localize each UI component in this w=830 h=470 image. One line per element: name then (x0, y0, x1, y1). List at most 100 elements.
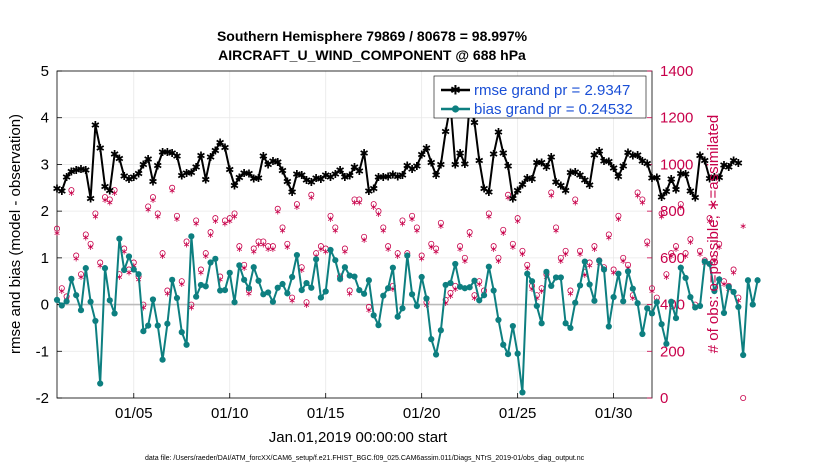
obs-assimilated-marker: ∗ (365, 305, 373, 315)
obs-possible-marker (164, 287, 171, 294)
obs-possible-marker (284, 240, 291, 247)
rmse-point: ✱ (513, 186, 522, 198)
bias-point (53, 296, 61, 303)
obs-assimilated-marker: ∗ (351, 197, 359, 207)
rmse-point: ✱ (96, 143, 105, 155)
obs-assimilated-marker: ∗ (639, 197, 647, 207)
obs-possible-marker (97, 259, 104, 266)
rmse-point: ✱ (312, 173, 321, 185)
rmse-point: ✱ (460, 159, 469, 171)
obs-assimilated-marker: ∗ (394, 251, 402, 261)
bias-point (241, 276, 248, 283)
bias-point (538, 320, 545, 327)
obs-possible-marker (365, 303, 372, 310)
obs-possible-marker (548, 189, 555, 196)
obs-assimilated-marker: ∗ (82, 232, 90, 242)
bias-point (125, 253, 133, 260)
obs-assimilated-marker: ∗ (730, 267, 738, 277)
obs-assimilated-marker: ∗ (327, 214, 335, 224)
obs-possible-marker (658, 210, 665, 217)
bias-point (552, 274, 560, 281)
bias-point (740, 351, 747, 359)
obs-possible-marker (572, 196, 579, 203)
obs-possible-marker (591, 243, 598, 250)
rmse-point: ✱ (695, 151, 704, 163)
obs-assimilated-marker: ∗ (557, 256, 565, 266)
obs-possible-marker (149, 194, 156, 201)
bias-point (562, 320, 569, 327)
rmse-point: ✱ (244, 168, 253, 180)
obs-assimilated-marker: ∗ (682, 251, 690, 261)
y2-axis-label: # of obs: o=possible; ∗=assimilated (705, 115, 722, 354)
bias-point (687, 293, 694, 301)
bias-point (221, 286, 229, 294)
bias-point (346, 272, 353, 279)
obs-assimilated-marker: ∗ (332, 225, 340, 235)
rmse-point: ✱ (129, 172, 138, 184)
y2-tick-label: 800 (660, 203, 685, 220)
obs-possible-marker (106, 196, 113, 203)
obs-possible-marker (514, 215, 521, 222)
obs-possible-marker (490, 243, 497, 250)
obs-assimilated-marker: ∗ (303, 300, 311, 310)
bias-point (720, 309, 728, 317)
bias-point (389, 264, 396, 271)
rmse-point: ✱ (120, 171, 129, 183)
bias-point (68, 275, 75, 282)
bias-point (629, 285, 636, 292)
bias-point (231, 299, 238, 306)
legend-rmse-label: rmse grand pr = 2.9347 (474, 82, 630, 99)
bias-point (92, 317, 99, 325)
rmse-point: ✱ (177, 171, 186, 183)
obs-assimilated-marker: ∗ (154, 211, 162, 221)
obs-assimilated-marker: ∗ (562, 249, 570, 259)
obs-assimilated-marker: ∗ (495, 256, 503, 266)
rmse-point: ✱ (163, 147, 172, 159)
obs-possible-marker (706, 215, 713, 222)
obs-assimilated-marker: ∗ (106, 197, 114, 207)
bias-point (73, 292, 80, 299)
x-tick-label: 01/25 (499, 405, 537, 422)
bias-point (519, 389, 526, 396)
rmse-point: ✱ (484, 187, 493, 199)
rmse-point: ✱ (705, 173, 714, 185)
rmse-point: ✱ (657, 192, 666, 204)
rmse-point: ✱ (345, 171, 354, 183)
bias-point (471, 277, 478, 284)
bias-point (269, 298, 277, 305)
obs-assimilated-marker: ∗ (120, 246, 128, 256)
obs-possible-marker (313, 250, 320, 257)
y-tick-label: 0 (41, 297, 49, 314)
rmse-point: ✱ (249, 173, 258, 185)
obs-assimilated-marker: ∗ (101, 195, 109, 205)
footer-data-file: data file: /Users/raeder/DAI/ATM_forcXX/… (145, 455, 585, 462)
obs-assimilated-marker: ∗ (663, 272, 671, 282)
rmse-point: ✱ (350, 162, 359, 174)
obs-possible-marker (644, 238, 651, 245)
bias-point (226, 269, 233, 276)
rmse-point: ✱ (691, 193, 700, 205)
rmse-point: ✱ (105, 186, 114, 198)
bias-point (490, 287, 497, 294)
obs-assimilated-marker: ∗ (485, 211, 493, 221)
bias-point (145, 322, 152, 329)
obs-assimilated-marker: ∗ (183, 239, 191, 249)
obs-assimilated-marker: ∗ (399, 218, 407, 228)
bias-point (313, 256, 320, 263)
obs-assimilated-marker: ∗ (149, 195, 157, 205)
obs-possible-marker (682, 250, 689, 257)
bias-point (380, 292, 387, 299)
obs-possible-marker (197, 266, 204, 273)
bias-point (500, 341, 507, 348)
obs-possible-marker (356, 196, 363, 203)
bias-point (341, 264, 349, 271)
bias-point (600, 266, 608, 273)
obs-possible-marker (716, 240, 723, 247)
bias-point (207, 259, 214, 266)
rmse-point: ✱ (192, 162, 201, 174)
obs-possible-marker (620, 254, 627, 261)
obs-possible-marker (58, 285, 65, 292)
rmse-point: ✱ (278, 166, 287, 178)
obs-assimilated-marker: ∗ (706, 216, 714, 226)
